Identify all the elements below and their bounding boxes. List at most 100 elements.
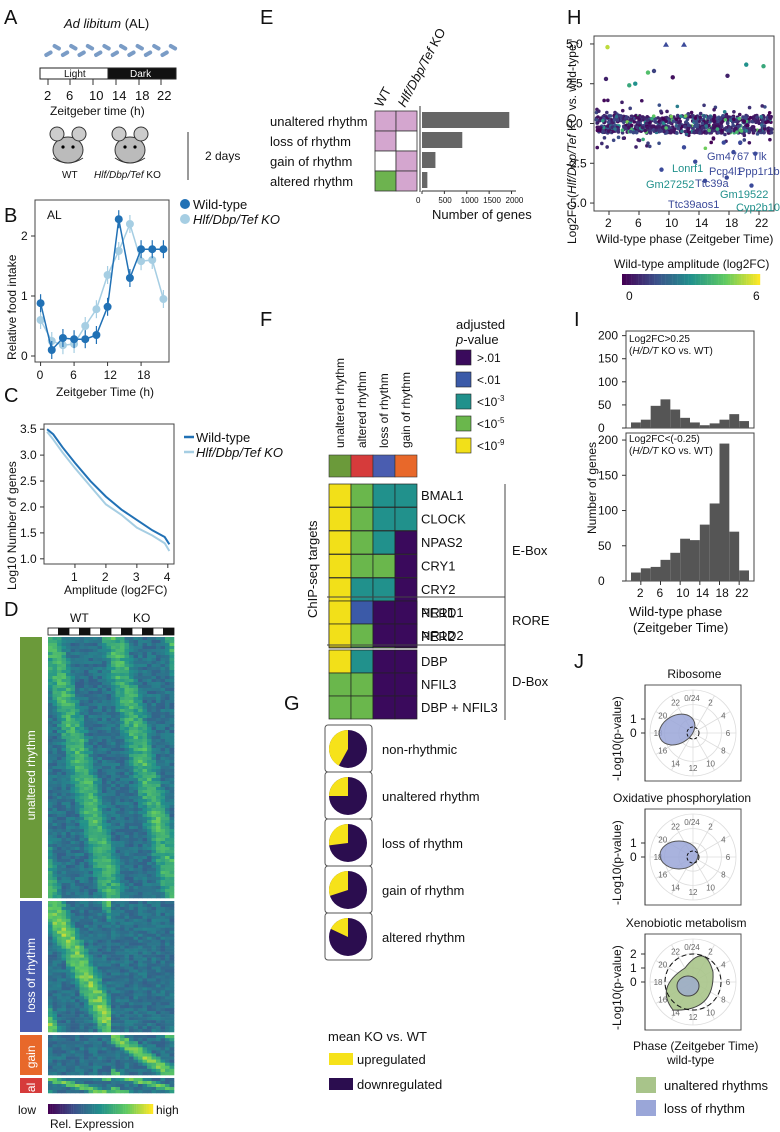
heatmap-cell	[124, 1081, 130, 1085]
heatmap-cell	[133, 987, 139, 991]
heatmap-cell	[97, 1050, 103, 1054]
heatmap-cell	[88, 966, 94, 970]
heatmap-cell	[111, 793, 116, 797]
heatmap-cell	[156, 1020, 161, 1024]
heatmap-cell	[97, 691, 103, 695]
heatmap-cell	[111, 643, 116, 647]
heatmap-cell	[48, 730, 53, 734]
heatmap-cell	[57, 883, 62, 887]
heatmap-cell	[57, 850, 62, 854]
heatmap-cell	[124, 790, 130, 794]
heatmap-cell	[102, 688, 107, 692]
heatmap-cell	[115, 1005, 121, 1009]
heatmap-cell	[102, 676, 107, 680]
heatmap-cell	[115, 981, 121, 985]
scale-high-label: high	[156, 1103, 179, 1117]
heatmap-cell	[115, 730, 121, 734]
heatmap-cell	[169, 685, 175, 689]
heatmap-cell	[84, 880, 89, 884]
heatmap-cell	[61, 673, 67, 677]
heatmap-cell	[120, 709, 125, 713]
heatmap-cell	[102, 679, 107, 683]
heatmap-cell	[75, 924, 80, 929]
heatmap-cell	[124, 691, 130, 695]
heatmap-cell	[160, 805, 166, 809]
heatmap-cell	[133, 841, 139, 845]
heatmap-cell	[75, 841, 80, 845]
heatmap-cell	[75, 820, 80, 824]
heatmap-cell	[102, 691, 107, 695]
heatmap-cell	[61, 963, 67, 967]
heatmap-cell	[70, 1035, 76, 1039]
data-point	[92, 305, 101, 314]
heatmap-cell	[61, 796, 67, 800]
heatmap-cell	[93, 775, 98, 779]
heatmap-cell	[48, 733, 53, 737]
heatmap-cell	[142, 1035, 148, 1039]
heatmap-cell	[84, 1008, 89, 1012]
heatmap-cell	[165, 999, 170, 1003]
heatmap-cell	[66, 996, 71, 1000]
heatmap-cell	[93, 679, 98, 683]
heatmap-cell	[102, 745, 107, 749]
heatmap-cell	[169, 637, 175, 641]
heatmap-cell	[88, 820, 94, 824]
heatmap-cell	[52, 883, 58, 887]
heatmap-cell	[52, 895, 58, 899]
heatmap-cell	[106, 640, 112, 644]
heatmap-cell	[57, 640, 62, 644]
heatmap-cell	[61, 1071, 67, 1076]
heatmap-cell	[97, 993, 103, 997]
heatmap-cell	[133, 1002, 139, 1006]
group-color-bar	[20, 1035, 42, 1075]
heatmap-cell	[115, 823, 121, 827]
heatmap-cell	[120, 990, 125, 994]
heatmap-cell	[120, 903, 125, 908]
panel-f: F unaltered rhythm altered rhythm loss of …	[260, 309, 550, 720]
heatmap-cell	[120, 906, 125, 911]
heatmap-cell	[57, 730, 62, 734]
column-color-cell	[372, 454, 396, 478]
heatmap-cell	[129, 793, 134, 797]
heatmap-cell	[102, 757, 107, 761]
heatmap-cell	[165, 760, 170, 764]
heatmap-cell	[102, 895, 107, 899]
heatmap-cell	[70, 1002, 76, 1006]
heatmap-cell	[70, 948, 76, 952]
heatmap-cell	[61, 757, 67, 761]
food-pellet-icon	[152, 44, 161, 51]
heatmap-cell	[88, 984, 94, 988]
heatmap-cell	[165, 748, 170, 752]
heatmap-cell	[79, 853, 85, 857]
heatmap-cell	[102, 939, 107, 943]
heatmap-cell	[169, 868, 175, 872]
heatmap-cell	[48, 691, 53, 695]
heatmap-cell	[156, 727, 161, 731]
heatmap-cell	[129, 826, 134, 830]
heatmap-cell	[138, 921, 143, 926]
heatmap-cell	[88, 730, 94, 734]
heatmap-cell	[120, 996, 125, 1000]
heatmap-cell	[120, 1084, 125, 1088]
heatmap-cell	[138, 1041, 143, 1045]
heatmap-cell	[61, 844, 67, 848]
heatmap-cell	[147, 808, 152, 812]
heatmap-cell	[61, 915, 67, 920]
heatmap-cell	[52, 763, 58, 767]
heatmap-cell	[66, 930, 71, 935]
heatmap-cell	[61, 1020, 67, 1024]
heatmap-cell	[97, 862, 103, 866]
heatmap-cell	[115, 652, 121, 656]
heatmap-cell	[102, 877, 107, 881]
heatmap-cell	[129, 948, 134, 952]
heatmap-cell	[151, 700, 157, 704]
heatmap-cell	[79, 748, 85, 752]
heatmap-cell	[102, 844, 107, 848]
heatmap-cell	[75, 649, 80, 653]
heatmap-cell	[93, 718, 98, 722]
heatmap-cell	[111, 766, 116, 770]
heatmap-cell	[57, 817, 62, 821]
heatmap-cell	[48, 954, 53, 958]
heatmap-cell	[156, 790, 161, 794]
heatmap-cell	[129, 889, 134, 893]
